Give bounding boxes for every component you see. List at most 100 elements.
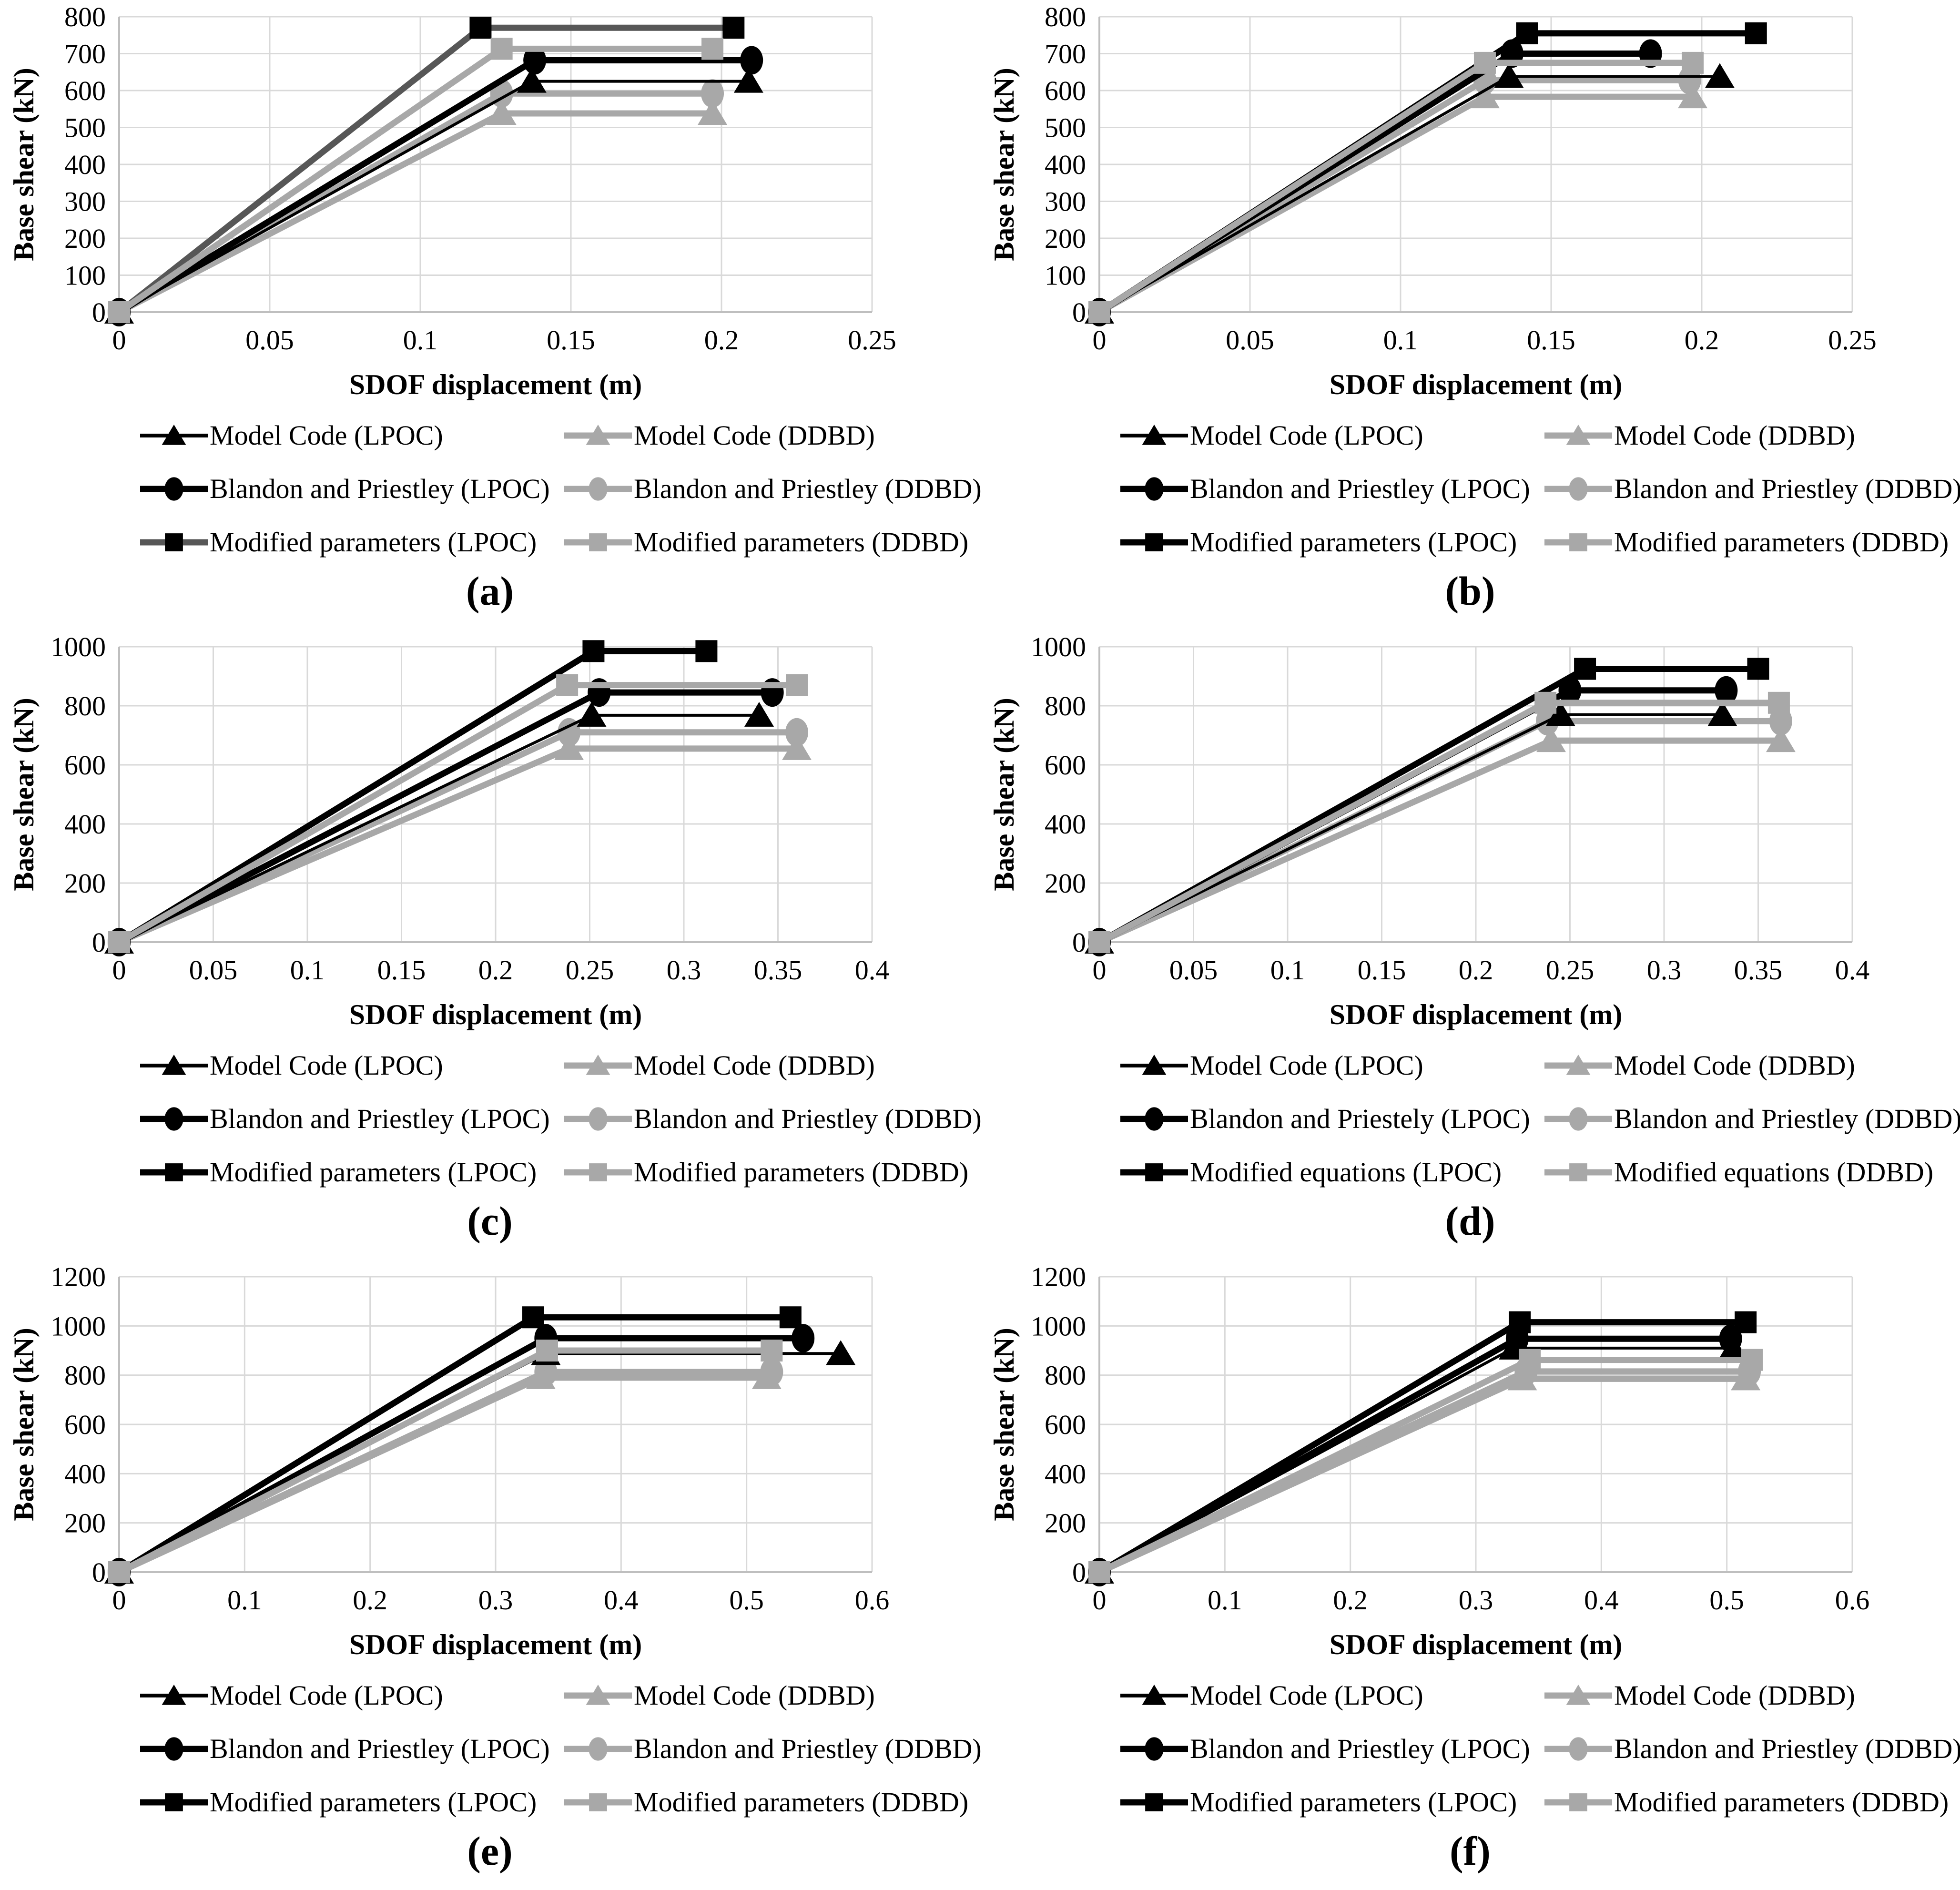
y-tick-label: 0 — [92, 1557, 106, 1588]
x-tick-label: 0.35 — [1734, 955, 1783, 986]
legend-label: Blandon and Priestley (LPOC) — [1190, 473, 1530, 504]
triangle-marker-icon — [1566, 1055, 1591, 1075]
legend-label: Model Code (DDBD) — [1614, 1050, 1855, 1081]
y-tick-label: 700 — [64, 39, 106, 70]
legend-item: Blandon and Priestley (DDBD) — [1543, 467, 1960, 511]
triangle-marker-icon — [554, 735, 584, 760]
triangle-marker-icon — [1766, 727, 1796, 752]
series-line — [1098, 1368, 1750, 1575]
circle-marker-icon — [164, 1107, 183, 1131]
square-marker-icon — [589, 1163, 607, 1181]
legend-label: Blandon and Priestley (LPOC) — [210, 1103, 550, 1134]
square-marker-icon — [1088, 301, 1110, 323]
square-marker-icon — [108, 931, 130, 953]
triangle-marker-icon — [1142, 1685, 1167, 1705]
legend-label: Modified equations (LPOC) — [1190, 1157, 1502, 1188]
legend-label: Modified parameters (DDBD) — [634, 527, 969, 558]
series-line — [1098, 718, 1781, 945]
y-tick-label: 500 — [64, 112, 106, 143]
legend-label: Modified parameters (LPOC) — [210, 1787, 537, 1818]
y-tick-label: 800 — [1045, 1, 1086, 32]
x-tick-label: 0 — [1093, 955, 1107, 986]
y-tick-label: 300 — [1045, 186, 1086, 217]
legend-swatch — [1120, 425, 1188, 445]
circle-marker-icon — [164, 1737, 183, 1761]
series-line — [118, 745, 797, 945]
legend-item: Modified parameters (DDBD) — [1543, 1780, 1949, 1824]
square-marker-icon — [1534, 691, 1557, 714]
y-tick-label: 0 — [92, 927, 106, 958]
x-axis-title: SDOF displacement (m) — [1330, 1629, 1622, 1660]
legend-item: Blandon and Priestley (DDBD) — [562, 467, 982, 511]
triangle-marker-icon — [487, 100, 517, 125]
legend-swatch — [564, 425, 632, 445]
y-axis-title: Base shear (kN) — [988, 698, 1020, 891]
legend-label: Blandon and Priestely (LPOC) — [1190, 1103, 1530, 1134]
square-marker-icon — [582, 640, 605, 662]
y-tick-label: 600 — [64, 75, 106, 106]
x-tick-label: 0.4 — [604, 1585, 639, 1616]
triangle-marker-icon — [517, 68, 547, 93]
circle-marker-icon — [1569, 1737, 1588, 1761]
triangle-marker-icon — [586, 425, 610, 445]
x-tick-label: 0.25 — [848, 325, 896, 356]
legend-item: Blandon and Priestley (DDBD) — [562, 1097, 982, 1141]
triangle-marker-icon — [526, 1364, 556, 1389]
chart-svg: 0 200 400 600 800 1000 1200 0 0.1 0.2 0.3 0.4 0.5 0.6… — [988, 1261, 1869, 1660]
square-marker-icon — [1569, 533, 1587, 551]
legend-label: Modified parameters (DDBD) — [1614, 1787, 1949, 1818]
y-tick-label: 400 — [1045, 809, 1086, 840]
square-marker-icon — [490, 38, 513, 60]
legend-item: Model Code (DDBD) — [1543, 414, 1855, 457]
square-marker-icon — [1741, 1349, 1763, 1371]
x-axis-title: SDOF displacement (m) — [1330, 369, 1622, 400]
legend-item: Model Code (DDBD) — [562, 414, 875, 457]
triangle-marker-icon — [733, 68, 763, 93]
series-line — [117, 90, 713, 315]
legend-d: Model Code (LPOC) Model Code (DDBD) Blando… — [980, 1039, 1960, 1196]
x-tick-label: 0.3 — [1647, 955, 1682, 986]
legend-label: Model Code (DDBD) — [634, 420, 875, 451]
legend-item: Model Code (DDBD) — [562, 1044, 875, 1087]
y-tick-label: 0 — [1072, 297, 1086, 328]
y-axis-title: Base shear (kN) — [8, 698, 40, 891]
x-tick-label: 0.2 — [478, 955, 513, 986]
circle-marker-icon — [785, 718, 808, 747]
chart-d: 0 200 400 600 800 1000 0 0.05 0.1 0.15 0.2 0.25 0.3 0… — [980, 630, 1960, 1035]
triangle-marker-icon — [586, 1055, 610, 1075]
y-axis-title: Base shear (kN) — [8, 68, 40, 261]
square-marker-icon — [1745, 22, 1767, 44]
legend-a: Model Code (LPOC) Model Code (DDBD) Blando… — [0, 409, 982, 566]
panel-f: 0 200 400 600 800 1000 1200 0 0.1 0.2 0.3 0.4 0.5 0.6… — [980, 1260, 1960, 1890]
square-marker-icon — [1747, 658, 1769, 680]
square-marker-icon — [165, 1163, 183, 1181]
legend-label: Model Code (DDBD) — [634, 1680, 875, 1711]
chart-svg: 0 100 200 300 400 500 600 700 800 0 0.05 0.1 0.15 0.2… — [988, 1, 1877, 400]
legend-label: Model Code (LPOC) — [210, 1680, 443, 1711]
y-tick-label: 500 — [1045, 112, 1086, 143]
chart-f: 0 200 400 600 800 1000 1200 0 0.1 0.2 0.3 0.4 0.5 0.6… — [980, 1260, 1960, 1665]
legend-swatch — [1120, 533, 1188, 551]
legend-swatch — [1544, 1737, 1612, 1761]
triangle-marker-icon — [698, 100, 728, 125]
y-tick-label: 400 — [64, 1458, 106, 1489]
y-tick-label: 0 — [1072, 1557, 1086, 1588]
circle-marker-icon — [1569, 1107, 1588, 1131]
legend-item: Blandon and Priestley (LPOC) — [1118, 467, 1530, 511]
panel-b: 0 100 200 300 400 500 600 700 800 0 0.05 0.1 0.15 0.2… — [980, 0, 1960, 630]
legend-swatch — [1120, 1793, 1188, 1811]
x-tick-label: 0.25 — [1546, 955, 1594, 986]
x-tick-label: 0.2 — [1685, 325, 1719, 356]
chart-svg: 0 200 400 600 800 1000 1200 0 0.1 0.2 0.3 0.4 0.5 0.6… — [8, 1261, 889, 1660]
legend-swatch — [1544, 1055, 1612, 1075]
y-tick-label: 600 — [1045, 1409, 1086, 1440]
y-tick-label: 800 — [64, 691, 106, 721]
y-tick-label: 200 — [64, 223, 106, 254]
square-marker-icon — [1088, 931, 1110, 953]
legend-label: Model Code (DDBD) — [634, 1050, 875, 1081]
legend-swatch — [140, 1737, 208, 1761]
triangle-marker-icon — [1470, 83, 1500, 109]
triangle-marker-icon — [577, 701, 607, 727]
legend-item: Modified parameters (DDBD) — [562, 1780, 968, 1824]
legend-item: Blandon and Priestley (DDBD) — [1543, 1097, 1960, 1141]
